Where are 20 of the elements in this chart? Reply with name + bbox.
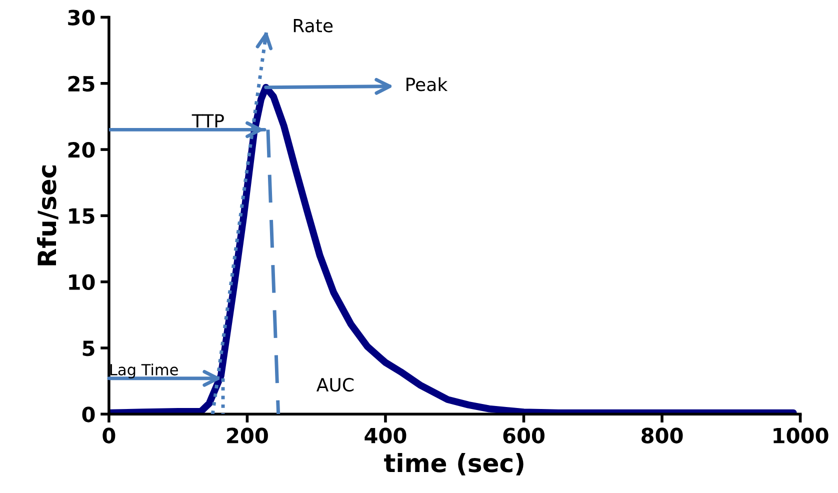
x-tick-label: 600 [503,428,544,444]
y-tick-label: 20 [68,142,95,158]
annotation: AUC [316,378,354,392]
y-tick-label: 25 [68,76,94,92]
x-tick-label: 1000 [774,428,828,444]
annotation: TTP [192,114,224,128]
annotation: Lag Time [110,364,178,378]
x-tick-label: 400 [364,428,406,444]
y-tick-label: 5 [82,340,94,356]
y-tick-label: 10 [69,274,95,290]
y-axis-title: Rfu/sec [37,166,58,266]
x-axis-title: time (sec) [384,453,524,476]
x-tick-label: 0 [102,428,116,444]
x-tick-label: 200 [227,428,268,444]
y-tick-label: 30 [68,10,95,26]
x-tick-label: 800 [642,428,683,444]
annotation: Peak [406,77,448,92]
y-tick-label: 0 [82,406,95,422]
y-tick-label: 15 [69,208,94,224]
annotation: Rate [294,18,333,32]
